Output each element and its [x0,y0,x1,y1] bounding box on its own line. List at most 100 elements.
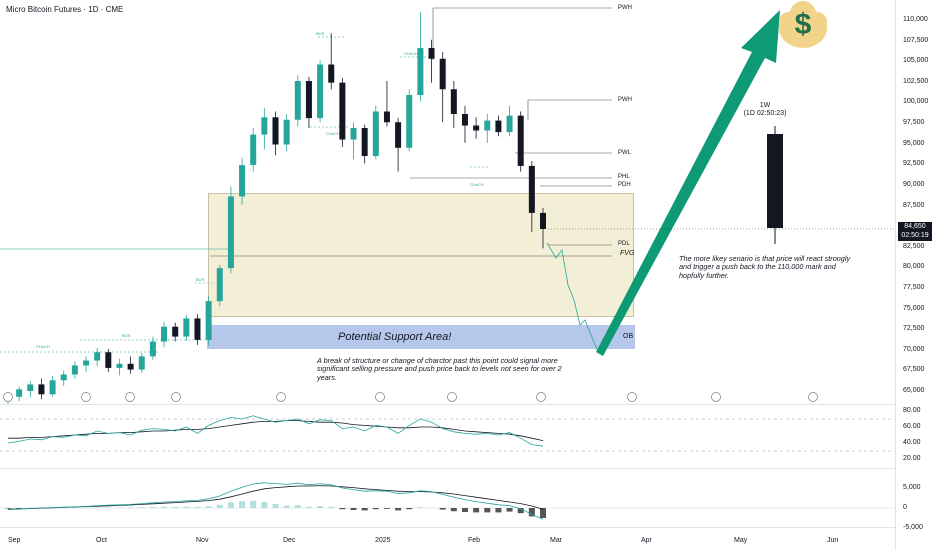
event-icon [276,392,286,402]
candle-body [239,165,246,197]
candle-body [127,363,134,370]
event-icon [536,392,546,402]
event-icon [375,392,385,402]
macd-signal-line [7,485,544,510]
event-icon [81,392,91,402]
macd-histogram-bar [250,500,257,508]
candle-body [350,128,357,140]
candle-body [172,326,179,337]
rsi-tick-label: 20.00 [903,455,921,462]
time-tick-label: Mar [550,537,563,544]
macd-histogram-bar [528,508,535,517]
price-tick-label: 105,000 [903,57,929,65]
candle-body [38,384,45,395]
candle-body [227,196,234,269]
macd-histogram-bar [461,508,468,512]
macd-histogram-bar [428,507,435,509]
structure-label: BOS [122,333,131,338]
candle-body [484,120,491,131]
macd-tick-label: 5,000 [903,484,921,491]
level-pwh: PWH [618,97,632,103]
candle-body [383,111,390,123]
macd-histogram-bar [372,508,379,510]
macd-histogram-bar [517,508,524,514]
time-tick-label: May [734,537,748,544]
dollar-emoji: $ [775,0,831,50]
rsi-tick-label: 80.00 [903,407,921,414]
candle-body [261,117,268,135]
dollar-sign: $ [795,8,812,41]
event-icon [447,392,457,402]
macd-histogram-bar [83,507,90,509]
time-axis-divider [0,527,895,528]
macd-histogram-bar [261,502,268,508]
time-tick-label: Oct [96,537,107,544]
structure-label: BOS [316,31,325,36]
weekly-candle [767,134,783,228]
candle-body [205,301,212,340]
candle-body [138,356,145,370]
pane-divider-2[interactable] [0,468,895,469]
projection-path [546,242,599,353]
candle-body [406,95,413,148]
candle-body [294,81,301,120]
candle-body [339,82,346,140]
weekly-timeframe: 1W [759,102,771,109]
macd-histogram-bar [16,508,23,509]
price-tick-label: 65,000 [903,387,925,394]
candle-body [328,64,335,83]
candle-body [361,128,368,157]
candle-body [49,380,56,395]
macd-histogram-bar [127,507,134,508]
macd-histogram-bar [5,508,11,509]
candle-body [216,268,223,302]
macd-histogram-bar [194,507,201,508]
price-tick-label: 110,000 [903,16,928,23]
price-countdown: 02:50:19 [901,232,929,239]
ob-label: OB [623,333,634,340]
candle-body [461,113,468,126]
macd-histogram-bar [395,508,402,511]
price-tick-label: 72,500 [903,325,925,333]
macd-histogram-bar [484,508,491,513]
candle-body [528,165,535,213]
annotation-likely: The more likey senario is that price wil… [679,254,851,280]
candle-body [372,111,379,157]
level-pdl: PDL [618,241,630,247]
price-tick-label: 80,000 [903,263,925,271]
macd-histogram-bar [183,506,190,508]
support-zone [207,325,635,349]
candle-body [495,120,502,133]
right-price-axis[interactable] [895,0,932,550]
current-price: 84,650 [904,223,926,230]
candle-body [417,48,424,96]
macd-histogram-bar [216,504,223,508]
price-tick-label: 102,500 [903,77,929,85]
price-tick-label: 100,000 [903,98,929,106]
macd-histogram-bar [105,507,112,508]
candle-body [317,64,324,119]
level-fvg: FVG [620,250,635,257]
candle-body [272,117,279,145]
macd-histogram-bar [60,507,67,509]
candle-body [71,365,78,375]
macd-histogram-bar [417,507,424,508]
weekly-label: 1W (1D 02:50:23) [740,102,790,118]
pane-divider-1[interactable] [0,404,895,405]
structure-label: CHoCH [326,131,340,136]
macd-histogram-bar [439,508,446,510]
candle-body [506,115,513,133]
event-icon [711,392,721,402]
macd-histogram-bar [172,507,179,508]
candle-body [105,352,112,368]
candle-body [428,48,435,59]
structure-label: CHoCH [404,51,418,56]
event-icon [627,392,637,402]
candle-body [183,318,190,337]
candle-body [116,363,123,368]
macd-histogram-bar [450,508,457,512]
macd-histogram-bar [272,504,279,508]
event-icon [808,392,818,402]
time-tick-label: Apr [641,537,652,544]
